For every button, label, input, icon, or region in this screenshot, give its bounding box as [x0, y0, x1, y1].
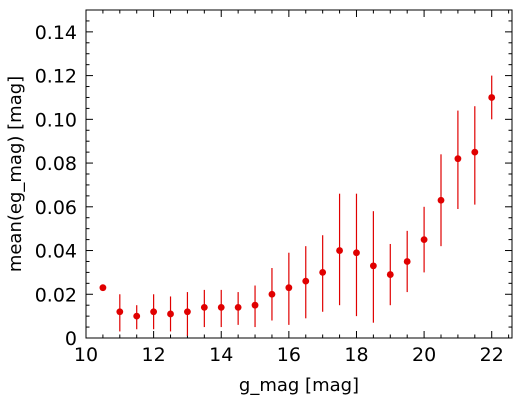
data-point — [268, 290, 276, 298]
data-point — [471, 148, 479, 156]
data-point — [454, 155, 462, 163]
data-point — [133, 312, 141, 320]
data-point — [403, 258, 411, 265]
y-tick-label: 0 — [65, 328, 77, 350]
data-point — [251, 301, 259, 309]
data-point — [150, 308, 158, 316]
data-point — [386, 271, 394, 278]
data-point — [336, 247, 343, 254]
y-tick-label: 0.12 — [35, 66, 77, 88]
point-layer — [99, 94, 496, 320]
data-point — [488, 94, 496, 101]
y-axis-label: mean(eg_mag) [mag] — [5, 76, 26, 272]
x-tick-label: 18 — [344, 344, 368, 366]
data-point — [99, 284, 107, 292]
y-tick-label: 0.06 — [35, 197, 77, 219]
data-point — [200, 303, 208, 311]
y-tick-label: 0.04 — [35, 241, 77, 263]
data-point — [167, 310, 174, 318]
y-tick-label: 0.10 — [35, 109, 77, 131]
errorbar-layer — [119, 75, 493, 336]
data-point — [319, 269, 327, 276]
x-tick-label: 20 — [412, 344, 436, 366]
x-tick-label: 14 — [209, 344, 233, 366]
data-point — [184, 308, 191, 316]
data-point — [217, 303, 225, 311]
x-tick-label: 10 — [74, 344, 98, 366]
plot-frame — [85, 9, 513, 339]
data-point — [437, 196, 445, 204]
data-point — [420, 236, 428, 244]
data-point — [302, 277, 310, 285]
data-point — [234, 303, 242, 311]
y-tick-label: 0.14 — [35, 22, 77, 44]
y-tick-label: 0.08 — [35, 153, 77, 175]
data-point — [285, 284, 293, 292]
x-tick-label: 16 — [277, 344, 301, 366]
ticks-layer: 10 12 14 16 18 20 22 0 0.02 0.04 0.06 0.08 0.10 0.12 0… — [35, 10, 512, 366]
data-point — [353, 249, 360, 257]
x-tick-label: 22 — [480, 344, 504, 366]
x-axis-label: g_mag [mag] — [239, 375, 359, 396]
x-tick-label: 12 — [142, 344, 166, 366]
data-point — [369, 262, 377, 270]
y-tick-label: 0.02 — [35, 284, 77, 306]
data-point — [116, 308, 124, 316]
